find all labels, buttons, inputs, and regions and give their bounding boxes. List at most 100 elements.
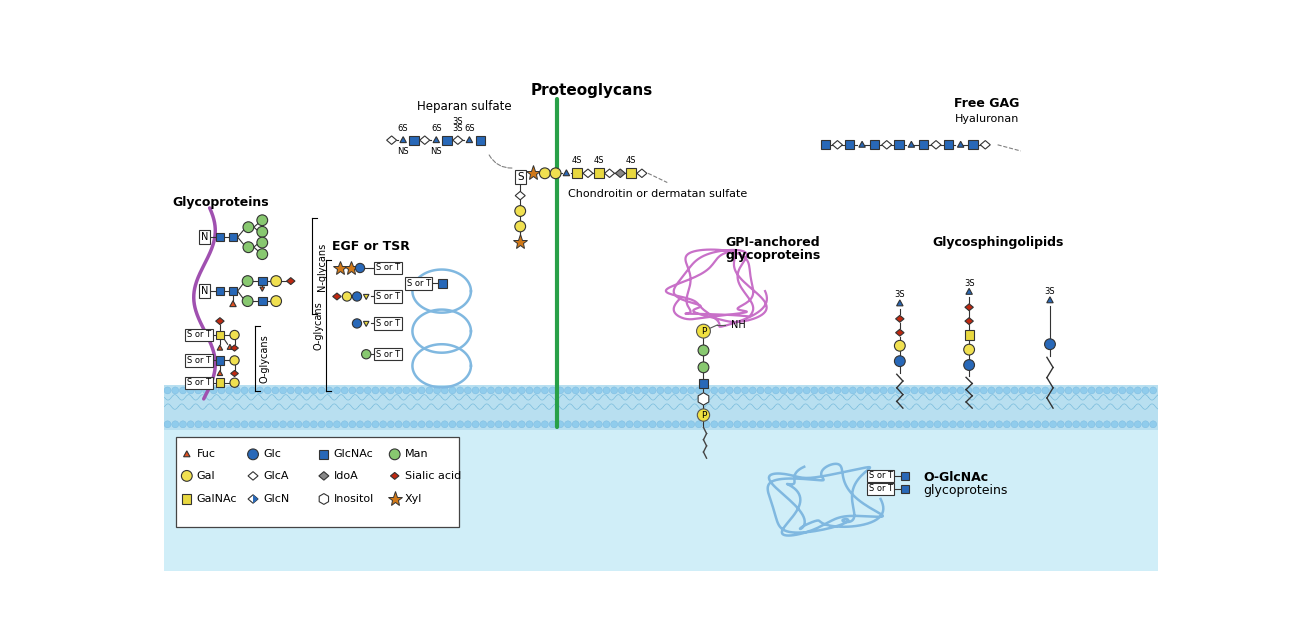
Circle shape [203, 387, 209, 394]
Circle shape [515, 221, 525, 232]
Circle shape [226, 387, 232, 394]
Text: N: N [201, 232, 208, 242]
Circle shape [515, 205, 525, 216]
Circle shape [641, 387, 649, 394]
Circle shape [880, 387, 888, 394]
Circle shape [550, 387, 556, 394]
Text: S or T: S or T [187, 378, 212, 387]
Circle shape [804, 387, 810, 394]
Circle shape [449, 421, 455, 428]
Text: 4S: 4S [626, 157, 636, 166]
Circle shape [827, 421, 833, 428]
Circle shape [1134, 387, 1142, 394]
Text: 6S: 6S [464, 124, 475, 133]
Circle shape [449, 387, 455, 394]
Circle shape [680, 421, 686, 428]
Circle shape [164, 421, 172, 428]
FancyBboxPatch shape [258, 297, 267, 306]
Circle shape [618, 387, 626, 394]
Circle shape [726, 387, 733, 394]
Circle shape [965, 387, 971, 394]
FancyBboxPatch shape [476, 135, 485, 145]
Circle shape [742, 421, 748, 428]
Circle shape [680, 387, 686, 394]
Circle shape [788, 387, 795, 394]
Circle shape [595, 421, 602, 428]
Text: NS: NS [431, 147, 442, 156]
Polygon shape [217, 370, 223, 376]
Circle shape [526, 387, 533, 394]
Text: GalNAc: GalNAc [197, 494, 237, 504]
Circle shape [511, 421, 517, 428]
Circle shape [610, 421, 618, 428]
Circle shape [390, 449, 400, 460]
Text: 6S: 6S [397, 124, 409, 133]
Circle shape [271, 275, 281, 286]
Circle shape [488, 387, 494, 394]
Circle shape [996, 387, 1002, 394]
Circle shape [387, 421, 395, 428]
Circle shape [602, 421, 610, 428]
Circle shape [433, 421, 440, 428]
FancyBboxPatch shape [175, 437, 459, 526]
Circle shape [773, 421, 779, 428]
Polygon shape [231, 370, 239, 377]
Circle shape [626, 387, 633, 394]
Polygon shape [319, 472, 329, 480]
FancyBboxPatch shape [165, 429, 1157, 571]
Circle shape [719, 387, 725, 394]
Text: P: P [700, 411, 706, 420]
Circle shape [519, 387, 525, 394]
FancyBboxPatch shape [969, 140, 978, 150]
Circle shape [811, 387, 818, 394]
Circle shape [395, 421, 402, 428]
Circle shape [573, 421, 579, 428]
Circle shape [1011, 421, 1018, 428]
Circle shape [464, 421, 471, 428]
Circle shape [1142, 387, 1149, 394]
Circle shape [765, 421, 771, 428]
Polygon shape [364, 295, 369, 299]
Circle shape [888, 421, 895, 428]
Circle shape [1111, 387, 1118, 394]
Circle shape [503, 421, 510, 428]
Circle shape [918, 421, 926, 428]
Polygon shape [895, 329, 904, 336]
Circle shape [835, 387, 841, 394]
Polygon shape [515, 191, 525, 200]
Circle shape [410, 387, 418, 394]
Circle shape [1058, 387, 1064, 394]
Text: EGF or TSR: EGF or TSR [332, 240, 410, 253]
Circle shape [1035, 421, 1041, 428]
Circle shape [626, 421, 633, 428]
Circle shape [698, 362, 710, 373]
Text: 3S: 3S [894, 290, 906, 299]
Circle shape [519, 421, 525, 428]
Text: Glycosphingolipids: Glycosphingolipids [931, 236, 1063, 249]
Circle shape [342, 292, 352, 301]
Text: Xyl: Xyl [405, 494, 422, 504]
Text: S: S [517, 172, 524, 182]
Circle shape [511, 387, 517, 394]
Circle shape [1134, 421, 1142, 428]
Circle shape [503, 387, 510, 394]
Circle shape [534, 421, 541, 428]
FancyBboxPatch shape [215, 356, 224, 365]
Circle shape [1019, 387, 1026, 394]
Circle shape [356, 263, 365, 273]
Text: O-glycans: O-glycans [313, 301, 324, 350]
Circle shape [426, 421, 433, 428]
Circle shape [218, 421, 224, 428]
Circle shape [903, 387, 911, 394]
Circle shape [243, 275, 253, 286]
Polygon shape [319, 494, 329, 505]
Polygon shape [227, 344, 232, 349]
FancyBboxPatch shape [409, 135, 418, 145]
Circle shape [1103, 387, 1111, 394]
Polygon shape [897, 300, 903, 306]
Circle shape [179, 387, 187, 394]
FancyBboxPatch shape [215, 331, 224, 339]
Text: S or T: S or T [187, 356, 212, 365]
Text: Heparan sulfate: Heparan sulfate [418, 100, 512, 113]
Circle shape [472, 421, 479, 428]
